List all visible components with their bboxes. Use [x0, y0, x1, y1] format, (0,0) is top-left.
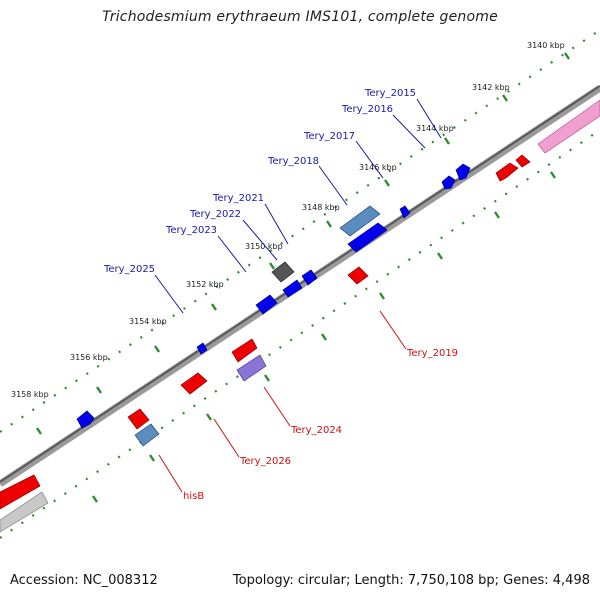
label-tery-2017: Tery_2017	[303, 131, 355, 142]
gene-pink-right[interactable]	[537, 99, 600, 154]
tick-label-3150: 3150 kbp	[245, 242, 283, 251]
gene-tery-2026b[interactable]	[127, 408, 150, 430]
label-hisb: hisB	[183, 491, 204, 502]
forward-leader-lines	[154, 98, 442, 314]
major-ticks	[36, 52, 570, 503]
reverse-genes	[0, 99, 600, 533]
genome-title: Trichodesmium erythraeum IMS101, complet…	[102, 9, 498, 25]
gene-tery-2021[interactable]	[271, 261, 295, 283]
reverse-leader-lines	[158, 310, 407, 493]
gene-red-right-2[interactable]	[515, 154, 531, 168]
forward-genes	[76, 163, 471, 429]
gene-tery-2018[interactable]	[339, 205, 381, 237]
label-tery-2026: Tery_2026	[239, 456, 291, 467]
reverse-tick-track	[0, 129, 600, 539]
gene-hisb[interactable]	[134, 423, 160, 447]
gene-tery-2024b[interactable]	[236, 354, 267, 382]
tick-label-3146: 3146 kbp	[359, 163, 397, 172]
gene-forward-left[interactable]	[76, 410, 95, 429]
label-tery-2022: Tery_2022	[189, 209, 241, 220]
tick-label-3140: 3140 kbp	[527, 41, 565, 50]
gene-red-right-1[interactable]	[495, 162, 519, 182]
topology-label: Topology: circular; Length: 7,750,108 bp…	[232, 573, 590, 588]
gene-tery-2015[interactable]	[455, 163, 471, 181]
tick-label-3148: 3148 kbp	[302, 203, 340, 212]
gene-tery-2025b[interactable]	[196, 342, 208, 355]
gene-tery-2023[interactable]	[282, 279, 303, 298]
label-tery-2016: Tery_2016	[341, 104, 393, 115]
label-tery-2015: Tery_2015	[364, 88, 416, 99]
gene-tery-2020[interactable]	[347, 222, 388, 253]
kbp-tick-labels: 3140 kbp 3142 kbp 3144 kbp 3146 kbp 3148…	[11, 41, 565, 399]
gene-tery-2025a[interactable]	[255, 294, 278, 315]
tick-label-3154: 3154 kbp	[129, 317, 167, 326]
forward-tick-track	[0, 29, 600, 433]
gene-gray-left[interactable]	[0, 491, 49, 533]
label-tery-2025: Tery_2025	[103, 264, 155, 275]
gene-tery-2026a[interactable]	[180, 372, 208, 395]
gene-tery-2022[interactable]	[301, 269, 318, 286]
gene-tery-2017[interactable]	[399, 205, 411, 219]
tick-label-3152: 3152 kbp	[186, 280, 224, 289]
forward-gene-labels: Tery_2015 Tery_2016 Tery_2017 Tery_2018 …	[103, 88, 416, 275]
tick-label-3142: 3142 kbp	[472, 83, 510, 92]
tick-label-3158: 3158 kbp	[11, 390, 49, 399]
reverse-gene-labels: Tery_2019 Tery_2024 Tery_2026 hisB	[183, 348, 458, 502]
gene-tery-2019[interactable]	[347, 266, 369, 285]
gene-tery-2016[interactable]	[441, 175, 456, 190]
label-tery-2018: Tery_2018	[267, 156, 319, 167]
label-tery-2019: Tery_2019	[406, 348, 458, 359]
label-tery-2024: Tery_2024	[290, 425, 342, 436]
label-tery-2021: Tery_2021	[212, 193, 264, 204]
gene-tery-2024a[interactable]	[231, 338, 258, 363]
tick-label-3156: 3156 kbp	[70, 353, 108, 362]
accession-label: Accession: NC_008312	[10, 573, 158, 588]
label-tery-2023: Tery_2023	[165, 225, 217, 236]
gene-red-left[interactable]	[0, 474, 41, 510]
